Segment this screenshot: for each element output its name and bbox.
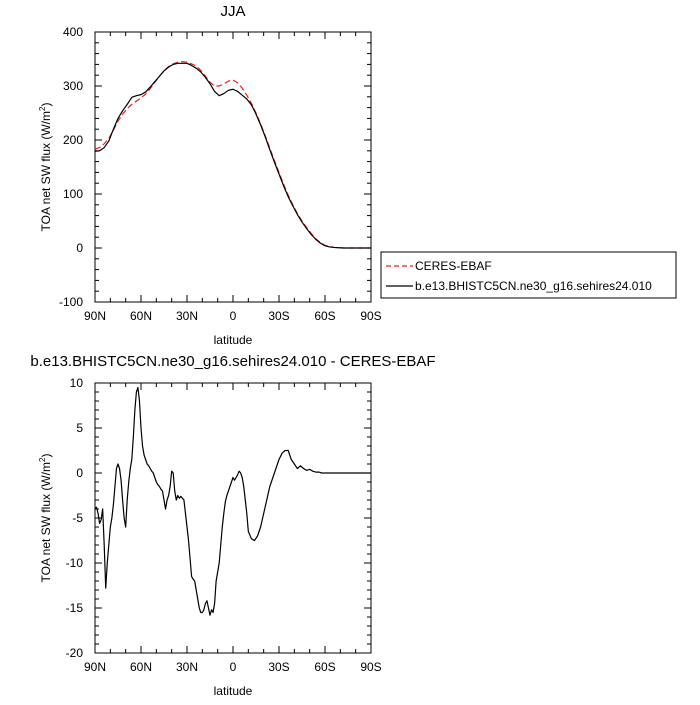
x-tick-label: 60N xyxy=(130,309,152,323)
x-tick-label: 60S xyxy=(314,660,335,674)
y-tick-label: 100 xyxy=(63,187,83,201)
axis-ticks: 90N 60N 30N 0 30S 60S 90S -100 0 100 200 300 400 xyxy=(59,25,382,323)
y-tick-label: 200 xyxy=(63,133,83,147)
legend-label-ceres: CERES-EBAF xyxy=(415,259,492,273)
legend-label-model: b.e13.BHISTC5CN.ne30_g16.sehires24.010 xyxy=(415,279,652,293)
x-tick-label: 0 xyxy=(230,309,237,323)
y-axis-label: TOA net SW flux (W/m2) xyxy=(38,454,53,583)
series-line-difference xyxy=(94,386,371,616)
x-tick-label: 30N xyxy=(176,660,198,674)
series-group xyxy=(94,386,371,616)
y-tick-label: -5 xyxy=(72,511,83,525)
x-tick-label: 90N xyxy=(84,309,106,323)
x-axis-label: latitude xyxy=(214,684,253,698)
y-axis-label-main: TOA net SW flux (W/m xyxy=(39,462,53,582)
y-tick-label: 5 xyxy=(76,421,83,435)
y-tick-label: 0 xyxy=(76,466,83,480)
y-tick-label: 10 xyxy=(70,376,84,390)
series-line-model xyxy=(94,62,371,249)
legend-box xyxy=(380,251,677,299)
y-axis-label: TOA net SW flux (W/m2) xyxy=(38,103,53,232)
y-tick-label: -10 xyxy=(66,556,84,570)
y-axis-label-close: ) xyxy=(39,103,53,107)
x-tick-label: 0 xyxy=(230,660,237,674)
x-tick-label: 30N xyxy=(176,309,198,323)
legend: CERES-EBAF b.e13.BHISTC5CN.ne30_g16.sehi… xyxy=(380,251,677,299)
chart-title: b.e13.BHISTC5CN.ne30_g16.sehires24.010 -… xyxy=(30,353,435,370)
series-group xyxy=(94,61,371,249)
x-tick-label: 30S xyxy=(268,660,289,674)
chart-title: JJA xyxy=(220,3,245,20)
plot-frame xyxy=(94,382,372,654)
y-tick-label: 300 xyxy=(63,79,83,93)
chart-panel-bottom: b.e13.BHISTC5CN.ne30_g16.sehires24.010 -… xyxy=(30,353,435,698)
x-tick-label: 90N xyxy=(84,660,106,674)
x-tick-label: 30S xyxy=(268,309,289,323)
y-axis-label-close: ) xyxy=(39,454,53,458)
y-tick-label: -15 xyxy=(66,601,84,615)
x-tick-label: 60S xyxy=(314,309,335,323)
y-axis-label-superscript: 2 xyxy=(38,106,47,111)
y-tick-label: 0 xyxy=(76,241,83,255)
y-tick-label: -100 xyxy=(59,295,83,309)
x-axis-label: latitude xyxy=(214,333,253,347)
y-tick-label: 400 xyxy=(63,25,83,39)
x-tick-label: 90S xyxy=(360,660,381,674)
chart-panel-top: JJA 90N 60N 30N 0 30S 60S 90S -100 0 100 200 300 400… xyxy=(38,3,677,347)
axis-ticks: 90N 60N 30N 0 30S 60S 90S -20 -15 -10 -5 0 5 10 xyxy=(66,376,382,674)
y-axis-label-main: TOA net SW flux (W/m xyxy=(39,111,53,231)
y-axis-label-superscript: 2 xyxy=(38,457,47,462)
plot-frame xyxy=(94,31,372,303)
y-tick-label: -20 xyxy=(66,646,84,660)
x-tick-label: 90S xyxy=(360,309,381,323)
x-tick-label: 60N xyxy=(130,660,152,674)
